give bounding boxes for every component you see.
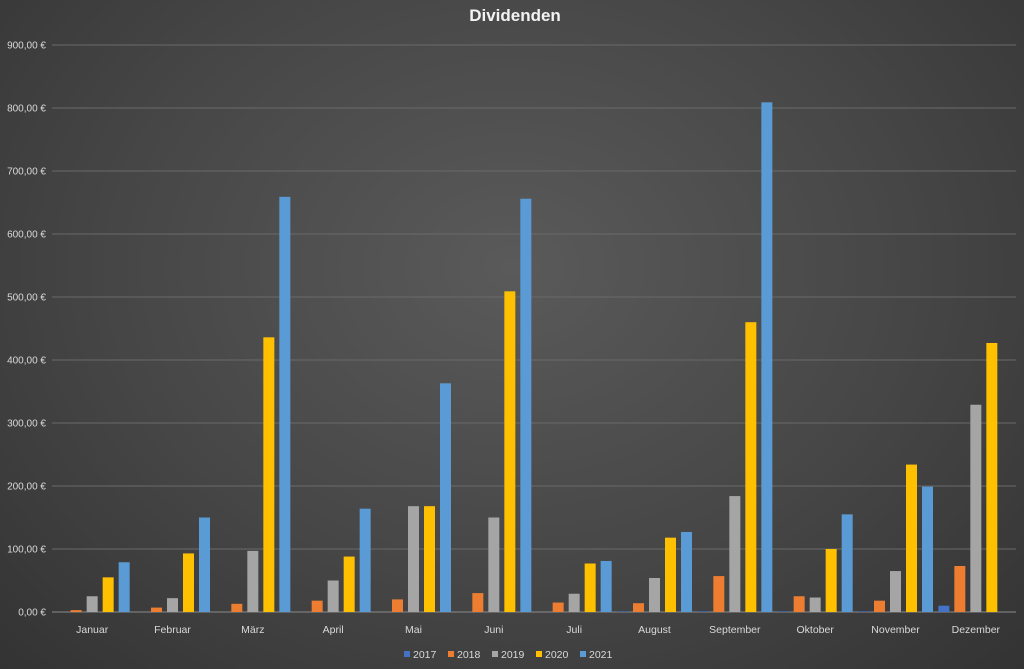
legend-swatch-2018 (448, 651, 454, 657)
y-tick-label: 100,00 € (7, 545, 46, 556)
legend-swatch-2017 (404, 651, 410, 657)
y-axis-tick-labels: 0,00 € 100,00 € 200,00 € 300,00 € 400,00 € 50… (7, 41, 46, 619)
bar-2020-juli (584, 563, 596, 612)
bar-2017-august (617, 611, 628, 612)
legend-swatch-2021 (580, 651, 586, 657)
bar-2018-juni (472, 593, 484, 612)
bar-2021-september (761, 102, 773, 612)
bar-2019-oktober (809, 597, 821, 612)
bar-2018-september (713, 576, 725, 612)
bar-2019-april (327, 580, 339, 612)
bar-2021-november (922, 486, 933, 612)
bar-2019-august (649, 577, 660, 612)
x-category-label: August (638, 624, 671, 636)
bar-2017-september (697, 611, 709, 612)
y-tick-label: 200,00 € (7, 482, 46, 493)
y-tick-label: 400,00 € (7, 356, 46, 367)
legend-label-2018: 2018 (457, 649, 481, 661)
bar-2021-februar (199, 517, 210, 612)
legend: 2017 2018 2019 2020 2021 (404, 649, 613, 661)
bar-2020-februar (183, 553, 194, 612)
x-axis-category-labels: Januar Februar März April Mai Juni Juli August S… (76, 624, 1000, 636)
y-tick-label: 800,00 € (7, 104, 46, 115)
chart-title: Dividenden (469, 6, 561, 25)
bar-2018-februar (151, 607, 162, 612)
bar-2018-oktober (793, 596, 805, 612)
x-category-label: April (323, 624, 344, 636)
bar-2021-april (359, 508, 371, 612)
legend-label-2017: 2017 (413, 649, 437, 661)
y-tick-label: 600,00 € (7, 230, 46, 241)
bar-2020-mai (424, 506, 435, 612)
bar-2021-oktober (841, 514, 853, 612)
bar-2018-märz (231, 603, 243, 612)
bar-2020-april (343, 556, 355, 612)
bar-2018-mai (392, 599, 403, 612)
legend-swatch-2019 (492, 651, 498, 657)
x-category-label: März (241, 624, 264, 636)
bar-2020-dezember (986, 342, 998, 612)
x-category-label: Oktober (796, 624, 834, 636)
bar-2020-september (745, 322, 757, 612)
bar-2020-november (906, 464, 917, 612)
gridlines (52, 44, 1016, 613)
bar-2017-november (858, 611, 869, 612)
bar-2019-november (890, 571, 901, 612)
y-tick-label: 500,00 € (7, 293, 46, 304)
x-category-label: November (871, 624, 920, 636)
bar-2021-juli (600, 560, 612, 612)
bar-2021-mai (440, 383, 451, 612)
bar-2017-dezember (938, 605, 950, 612)
y-tick-label: 700,00 € (7, 167, 46, 178)
bar-2021-august (681, 531, 692, 612)
bar-2019-mai (408, 506, 419, 612)
bar-2020-märz (263, 337, 275, 612)
y-tick-label: 900,00 € (7, 41, 46, 52)
bar-2019-juni (488, 517, 500, 612)
bar-2019-juli (568, 593, 580, 612)
legend-swatch-2020 (536, 651, 542, 657)
bar-2020-august (665, 537, 676, 612)
bar-2021-juni (520, 198, 532, 612)
legend-label-2021: 2021 (589, 649, 613, 661)
bar-2017-oktober (777, 611, 789, 612)
legend-label-2019: 2019 (501, 649, 525, 661)
bars (70, 102, 998, 612)
legend-label-2020: 2020 (545, 649, 569, 661)
x-category-label: September (709, 624, 761, 636)
bar-2020-januar (102, 577, 114, 612)
bar-2018-november (874, 600, 885, 612)
x-category-label: Februar (154, 624, 191, 636)
bar-2020-juni (504, 291, 516, 612)
bar-2018-august (633, 603, 644, 612)
bar-2021-märz (279, 196, 291, 612)
bar-2019-februar (167, 598, 178, 612)
bar-2019-januar (86, 596, 98, 612)
bar-2018-dezember (954, 566, 966, 612)
bar-2019-märz (247, 550, 259, 612)
x-category-label: Mai (405, 624, 422, 636)
x-category-label: Januar (76, 624, 109, 636)
x-category-label: Juni (484, 624, 503, 636)
x-category-label: Dezember (952, 624, 1001, 636)
bar-2021-januar (118, 562, 130, 612)
x-category-label: Juli (566, 624, 582, 636)
bar-2019-september (729, 496, 741, 612)
bar-2018-januar (70, 610, 82, 612)
bar-2018-april (311, 600, 323, 612)
y-tick-label: 0,00 € (18, 608, 46, 619)
bar-2019-dezember (970, 404, 982, 612)
bar-2018-juli (552, 602, 564, 612)
y-tick-label: 300,00 € (7, 419, 46, 430)
bar-2020-oktober (825, 549, 837, 612)
